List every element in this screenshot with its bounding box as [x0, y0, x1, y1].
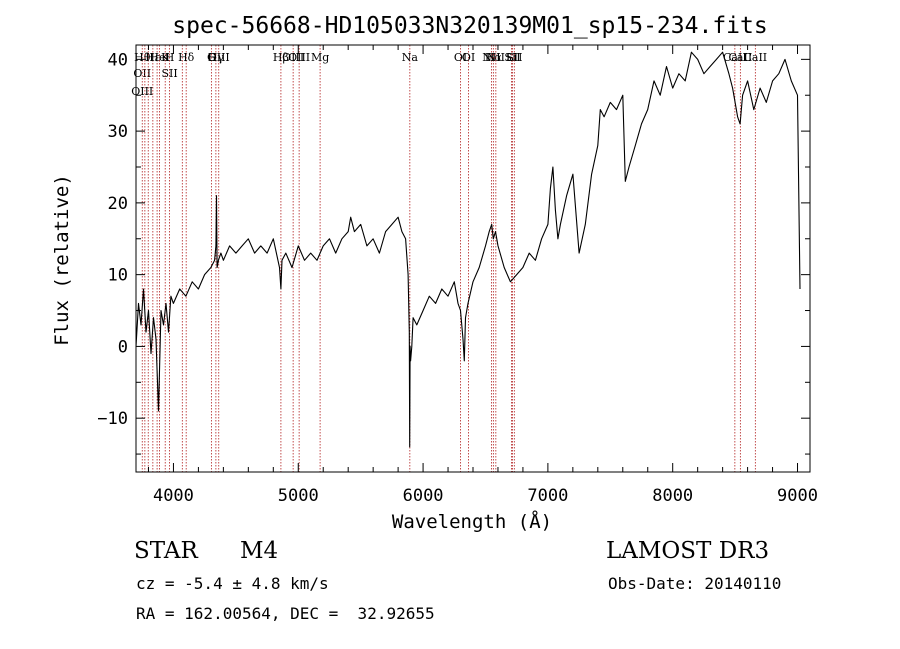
- line-marker-label: SII: [506, 51, 522, 64]
- y-tick-label: 10: [108, 266, 128, 286]
- object-class: STAR: [134, 538, 198, 564]
- x-tick-label: 4000: [153, 486, 194, 506]
- redshift-velocity: cz = -5.4 ± 4.8 km/s: [136, 574, 329, 593]
- line-marker-label: OIII: [208, 51, 230, 64]
- survey-name: LAMOST DR3: [606, 538, 770, 564]
- plot-frame: [135, 44, 811, 473]
- chart-title: spec-56668-HD105033N320139M01_sp15-234.f…: [172, 13, 767, 39]
- line-marker-label: OI: [454, 51, 467, 64]
- spectrum-series: [135, 51, 801, 448]
- line-marker-label: HeI: [149, 51, 169, 64]
- y-tick-label: 0: [118, 337, 128, 357]
- x-tick-label: 9000: [777, 486, 818, 506]
- line-marker-label: Hα: [485, 51, 503, 64]
- observation-date: Obs-Date: 20140110: [608, 574, 782, 593]
- line-marker-label: Hθ: [134, 51, 151, 64]
- line-marker-label: SII: [161, 67, 177, 80]
- line-marker-label: Hγ: [208, 51, 225, 64]
- line-marker-label: CaII: [723, 51, 747, 64]
- line-marker-label: Na: [402, 51, 419, 64]
- plot-axes: 4000 5000 6000 7000 8000 9000 −10 0 10 20 30 40: [97, 44, 818, 506]
- y-tick-label: 30: [108, 122, 128, 142]
- line-marker-label: Mg: [311, 51, 329, 64]
- spectrum-line: [135, 51, 801, 448]
- line-marker-label: CaII: [729, 51, 753, 64]
- y-tick-label: 20: [108, 194, 128, 214]
- ra-dec-coordinates: RA = 162.00564, DEC = 32.92655: [136, 604, 435, 623]
- line-marker-label: K: [161, 51, 170, 64]
- x-tick-label: 7000: [527, 486, 568, 506]
- line-marker-label: OI: [462, 51, 475, 64]
- x-tick-label: 6000: [403, 486, 444, 506]
- line-marker-label: OIII: [282, 51, 304, 64]
- line-marker-label: H: [165, 51, 175, 64]
- line-marker-label: Hβ: [273, 51, 289, 64]
- line-marker-label: OII: [133, 67, 151, 80]
- line-marker-label: Li: [506, 51, 517, 64]
- line-marker-label: OIII: [288, 51, 310, 64]
- line-marker-label: SII: [504, 51, 520, 64]
- y-tick-label: −10: [97, 409, 128, 429]
- line-marker-label: Hδ: [178, 51, 195, 64]
- object-subclass: M4: [240, 538, 279, 564]
- y-axis-label: Flux (relative): [51, 174, 73, 346]
- x-axis-label: Wavelength (Å): [392, 510, 552, 533]
- x-tick-label: 8000: [652, 486, 693, 506]
- line-marker-label: CaII: [743, 51, 767, 64]
- line-marker-label: OIII: [131, 85, 153, 98]
- y-tick-label: 40: [108, 50, 128, 70]
- line-marker-label: G: [207, 51, 216, 64]
- line-marker-label: NII: [487, 51, 505, 64]
- x-tick-label: 5000: [278, 486, 319, 506]
